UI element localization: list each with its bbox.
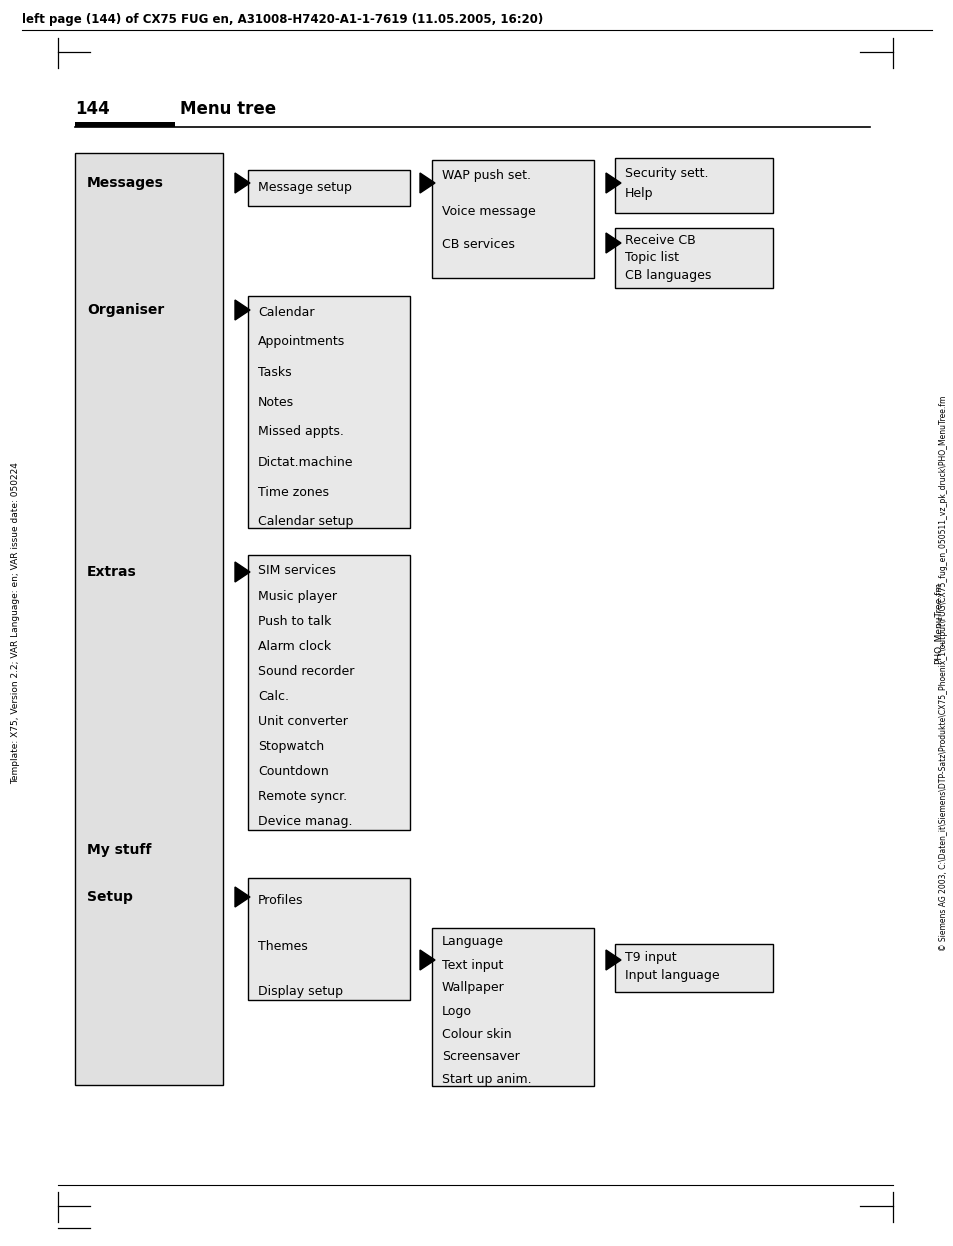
Text: Missed appts.: Missed appts. <box>257 425 343 439</box>
Bar <box>615 944 772 992</box>
Bar <box>248 297 410 528</box>
Text: Countdown: Countdown <box>257 765 329 779</box>
Bar <box>248 169 410 206</box>
Text: Message setup: Message setup <box>257 182 352 194</box>
Text: Calendar setup: Calendar setup <box>257 516 353 528</box>
Polygon shape <box>605 173 620 193</box>
Text: 144: 144 <box>75 100 110 118</box>
Polygon shape <box>605 949 620 969</box>
Text: Security sett.: Security sett. <box>624 167 708 181</box>
Text: WAP push set.: WAP push set. <box>441 169 531 182</box>
Text: Logo: Logo <box>441 1004 472 1018</box>
Text: T9 input: T9 input <box>624 952 676 964</box>
Text: Help: Help <box>624 187 653 199</box>
Text: Start up anim.: Start up anim. <box>441 1074 531 1087</box>
Text: Topic list: Topic list <box>624 252 679 264</box>
Text: Template: X75, Version 2.2; VAR Language: en; VAR issue date: 050224: Template: X75, Version 2.2; VAR Language… <box>11 462 20 784</box>
Text: Extras: Extras <box>87 564 136 579</box>
Text: Sound recorder: Sound recorder <box>257 665 354 678</box>
Text: CB languages: CB languages <box>624 269 711 283</box>
Text: Dictat.machine: Dictat.machine <box>257 456 354 468</box>
Text: Alarm clock: Alarm clock <box>257 639 331 653</box>
Text: Text input: Text input <box>441 958 503 972</box>
Text: Wallpaper: Wallpaper <box>441 982 504 994</box>
Text: Screensaver: Screensaver <box>441 1050 519 1064</box>
Text: Time zones: Time zones <box>257 486 329 498</box>
Bar <box>75 122 174 127</box>
Text: Organiser: Organiser <box>87 303 164 316</box>
Text: Messages: Messages <box>87 176 164 189</box>
Text: Stopwatch: Stopwatch <box>257 740 324 753</box>
Text: Calc.: Calc. <box>257 690 289 703</box>
Polygon shape <box>234 562 250 582</box>
Text: Remote syncr.: Remote syncr. <box>257 790 347 804</box>
Text: Voice message: Voice message <box>441 206 536 218</box>
Text: Calendar: Calendar <box>257 305 314 319</box>
Text: Device manag.: Device manag. <box>257 815 352 829</box>
Polygon shape <box>419 949 435 969</box>
Polygon shape <box>234 300 250 320</box>
Text: Push to talk: Push to talk <box>257 614 331 628</box>
Polygon shape <box>605 233 620 253</box>
Text: Receive CB: Receive CB <box>624 233 695 247</box>
Text: Colour skin: Colour skin <box>441 1028 511 1040</box>
Text: Setup: Setup <box>87 890 132 905</box>
Text: Input language: Input language <box>624 969 719 983</box>
Text: left page (144) of CX75 FUG en, A31008-H7420-A1-1-7619 (11.05.2005, 16:20): left page (144) of CX75 FUG en, A31008-H… <box>22 12 542 26</box>
Polygon shape <box>234 887 250 907</box>
Text: Unit converter: Unit converter <box>257 715 348 728</box>
Bar <box>248 554 410 830</box>
Text: SIM services: SIM services <box>257 564 335 577</box>
Text: Tasks: Tasks <box>257 365 292 379</box>
Polygon shape <box>419 173 435 193</box>
Text: Profiles: Profiles <box>257 893 303 907</box>
Text: My stuff: My stuff <box>87 844 152 857</box>
Text: Themes: Themes <box>257 939 308 952</box>
Text: Music player: Music player <box>257 589 336 603</box>
Text: Notes: Notes <box>257 395 294 409</box>
Text: Display setup: Display setup <box>257 986 343 998</box>
Bar <box>432 159 594 278</box>
Bar <box>75 153 223 1085</box>
Text: Menu tree: Menu tree <box>180 100 275 118</box>
Bar <box>615 158 772 213</box>
Text: Appointments: Appointments <box>257 335 345 349</box>
Bar <box>248 878 410 1001</box>
Text: CB services: CB services <box>441 238 515 250</box>
Text: © Siemens AG 2003, C:\Daten_it\Siemens\DTP-Satz\Produkte\CX75_Phoenix_1\output\F: © Siemens AG 2003, C:\Daten_it\Siemens\D… <box>939 395 947 951</box>
Text: Language: Language <box>441 936 503 948</box>
Bar <box>432 928 594 1087</box>
Bar <box>615 228 772 288</box>
Polygon shape <box>234 173 250 193</box>
Text: PHO_MenuTree.fm: PHO_MenuTree.fm <box>933 582 942 664</box>
